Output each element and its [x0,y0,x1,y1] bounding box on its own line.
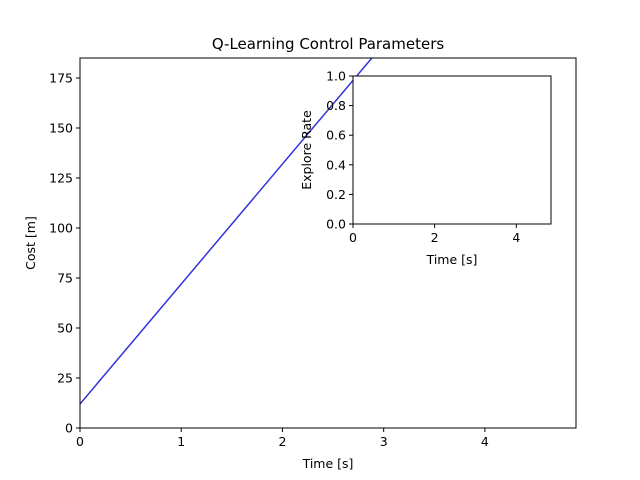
main-y-tick-label: 50 [57,321,73,336]
inset-y-tick-label: 0.4 [326,157,346,172]
main-x-tick-label: 0 [76,434,84,449]
main-y-tick-label: 0 [65,421,73,436]
inset-plot-frame [352,75,552,225]
inset-x-tick-label: 2 [431,230,439,245]
main-plot-frame [79,57,577,429]
main-title: Q-Learning Control Parameters [212,35,445,53]
main-y-tick-label: 125 [49,171,73,186]
main-x-axis-label: Time [s] [302,456,354,471]
main-x-tick-label: 3 [380,434,388,449]
inset-background [353,76,551,224]
main-x-tick-label: 4 [481,434,489,449]
inset-y-tick-label: 0.8 [326,98,346,113]
main-y-tick-label: 25 [57,371,73,386]
inset-x-tick-label: 0 [349,230,357,245]
inset-y-tick-label: 0.0 [326,217,346,232]
main-series-layer [80,58,373,405]
inset-chart: 0 2 4 0.0 0.2 0.4 0.6 0.8 1.0 Time [s] Explore R… [299,69,552,267]
inset-y-tick-label: 0.2 [326,187,346,202]
main-y-tick-label: 175 [49,71,73,86]
inset-y-tick-label: 1.0 [326,69,346,84]
inset-y-tick-label: 0.6 [326,128,346,143]
main-y-axis-label: Cost [m] [23,216,38,270]
main-x-tick-label: 1 [177,434,185,449]
inset-y-axis-label: Explore Rate [299,110,314,190]
main-y-tick-label: 75 [57,271,73,286]
main-y-tick-label: 150 [49,121,73,136]
main-chart: Q-Learning Control Parameters 0 1 2 3 4 0 25 50… [23,35,577,471]
inset-ticks-layer: 0 2 4 0.0 0.2 0.4 0.6 0.8 1.0 [326,69,520,246]
main-x-tick-label: 2 [278,434,286,449]
main-y-tick-label: 100 [49,221,73,236]
inset-x-axis-label: Time [s] [426,252,478,267]
main-series-line-0 [80,58,373,405]
main-ticks-layer: 0 1 2 3 4 0 25 50 75 100 125 150 175 [49,71,489,450]
inset-x-tick-label: 4 [512,230,520,245]
